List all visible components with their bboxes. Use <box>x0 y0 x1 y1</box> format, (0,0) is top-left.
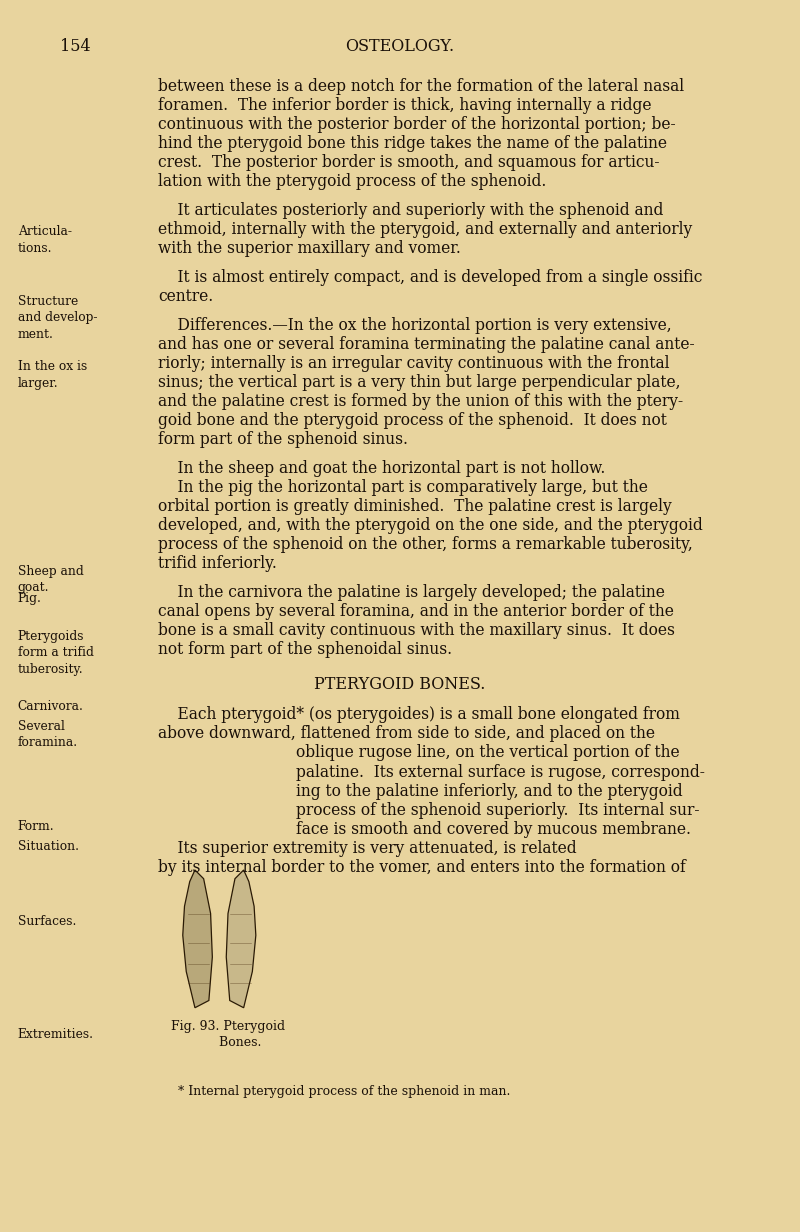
Text: Form.: Form. <box>18 821 54 833</box>
Text: Each pterygoid* (os pterygoides) is a small bone elongated from: Each pterygoid* (os pterygoides) is a sm… <box>158 706 680 723</box>
Text: In the sheep and goat the horizontal part is not hollow.: In the sheep and goat the horizontal par… <box>158 460 606 477</box>
Text: process of the sphenoid on the other, forms a remarkable tuberosity,: process of the sphenoid on the other, fo… <box>158 536 693 553</box>
Text: Structure
and develop-
ment.: Structure and develop- ment. <box>18 294 97 341</box>
Text: Situation.: Situation. <box>18 840 78 853</box>
Text: centre.: centre. <box>158 288 214 306</box>
Text: Pterygoids
form a trifid
tuberosity.: Pterygoids form a trifid tuberosity. <box>18 630 94 676</box>
Text: between these is a deep notch for the formation of the lateral nasal: between these is a deep notch for the fo… <box>158 78 685 95</box>
Text: Carnivora.: Carnivora. <box>18 700 83 713</box>
Text: Surfaces.: Surfaces. <box>18 915 76 928</box>
Text: continuous with the posterior border of the horizontal portion; be-: continuous with the posterior border of … <box>158 116 676 133</box>
Text: foramen.  The inferior border is thick, having internally a ridge: foramen. The inferior border is thick, h… <box>158 97 652 115</box>
Text: Sheep and
goat.: Sheep and goat. <box>18 565 83 595</box>
Text: and has one or several foramina terminating the palatine canal ante-: and has one or several foramina terminat… <box>158 336 695 352</box>
Text: Its superior extremity is very attenuated, is related: Its superior extremity is very attenuate… <box>158 840 577 857</box>
Text: crest.  The posterior border is smooth, and squamous for articu-: crest. The posterior border is smooth, a… <box>158 154 660 171</box>
Text: process of the sphenoid superiorly.  Its internal sur-: process of the sphenoid superiorly. Its … <box>296 802 699 819</box>
Text: hind the pterygoid bone this ridge takes the name of the palatine: hind the pterygoid bone this ridge takes… <box>158 136 667 153</box>
Text: palatine.  Its external surface is rugose, correspond-: palatine. Its external surface is rugose… <box>296 764 705 781</box>
Text: In the pig the horizontal part is comparatively large, but the: In the pig the horizontal part is compar… <box>158 479 648 496</box>
Text: by its internal border to the vomer, and enters into the formation of: by its internal border to the vomer, and… <box>158 859 686 876</box>
Polygon shape <box>226 870 256 1008</box>
Text: Several
foramina.: Several foramina. <box>18 719 78 749</box>
Text: face is smooth and covered by mucous membrane.: face is smooth and covered by mucous mem… <box>296 821 691 838</box>
Text: It is almost entirely compact, and is developed from a single ossific: It is almost entirely compact, and is de… <box>158 269 702 286</box>
Text: with the superior maxillary and vomer.: with the superior maxillary and vomer. <box>158 240 462 257</box>
Text: not form part of the sphenoidal sinus.: not form part of the sphenoidal sinus. <box>158 642 453 658</box>
Text: orbital portion is greatly diminished.  The palatine crest is largely: orbital portion is greatly diminished. T… <box>158 498 672 515</box>
Text: bone is a small cavity continuous with the maxillary sinus.  It does: bone is a small cavity continuous with t… <box>158 622 675 639</box>
Text: oblique rugose line, on the vertical portion of the: oblique rugose line, on the vertical por… <box>296 744 680 761</box>
Text: Articula-
tions.: Articula- tions. <box>18 225 72 255</box>
Text: canal opens by several foramina, and in the anterior border of the: canal opens by several foramina, and in … <box>158 604 674 620</box>
Text: goid bone and the pterygoid process of the sphenoid.  It does not: goid bone and the pterygoid process of t… <box>158 413 667 429</box>
Text: * Internal pterygoid process of the sphenoid in man.: * Internal pterygoid process of the sphe… <box>178 1085 510 1098</box>
Text: Pig.: Pig. <box>18 593 42 605</box>
Text: In the carnivora the palatine is largely developed; the palatine: In the carnivora the palatine is largely… <box>158 584 666 601</box>
Text: sinus; the vertical part is a very thin but large perpendicular plate,: sinus; the vertical part is a very thin … <box>158 375 681 391</box>
Polygon shape <box>182 870 212 1008</box>
Text: PTERYGOID BONES.: PTERYGOID BONES. <box>314 675 486 692</box>
Text: riorly; internally is an irregular cavity continuous with the frontal: riorly; internally is an irregular cavit… <box>158 355 670 372</box>
Text: above downward, flattened from side to side, and placed on the: above downward, flattened from side to s… <box>158 726 655 743</box>
Text: Fig. 93. Pterygoid
      Bones.: Fig. 93. Pterygoid Bones. <box>171 1020 285 1048</box>
Text: developed, and, with the pterygoid on the one side, and the pterygoid: developed, and, with the pterygoid on th… <box>158 517 703 535</box>
Text: It articulates posteriorly and superiorly with the sphenoid and: It articulates posteriorly and superiorl… <box>158 202 664 219</box>
Text: In the ox is
larger.: In the ox is larger. <box>18 360 87 389</box>
Text: form part of the sphenoid sinus.: form part of the sphenoid sinus. <box>158 431 408 448</box>
Text: and the palatine crest is formed by the union of this with the ptery-: and the palatine crest is formed by the … <box>158 393 683 410</box>
Text: 154: 154 <box>60 38 90 55</box>
Text: OSTEOLOGY.: OSTEOLOGY. <box>346 38 454 55</box>
Text: Extremities.: Extremities. <box>18 1027 94 1041</box>
Text: lation with the pterygoid process of the sphenoid.: lation with the pterygoid process of the… <box>158 174 546 191</box>
Text: ing to the palatine inferiorly, and to the pterygoid: ing to the palatine inferiorly, and to t… <box>296 782 682 800</box>
Text: Differences.—In the ox the horizontal portion is very extensive,: Differences.—In the ox the horizontal po… <box>158 317 672 334</box>
Text: trifid inferiorly.: trifid inferiorly. <box>158 556 278 573</box>
Text: ethmoid, internally with the pterygoid, and externally and anteriorly: ethmoid, internally with the pterygoid, … <box>158 222 693 238</box>
